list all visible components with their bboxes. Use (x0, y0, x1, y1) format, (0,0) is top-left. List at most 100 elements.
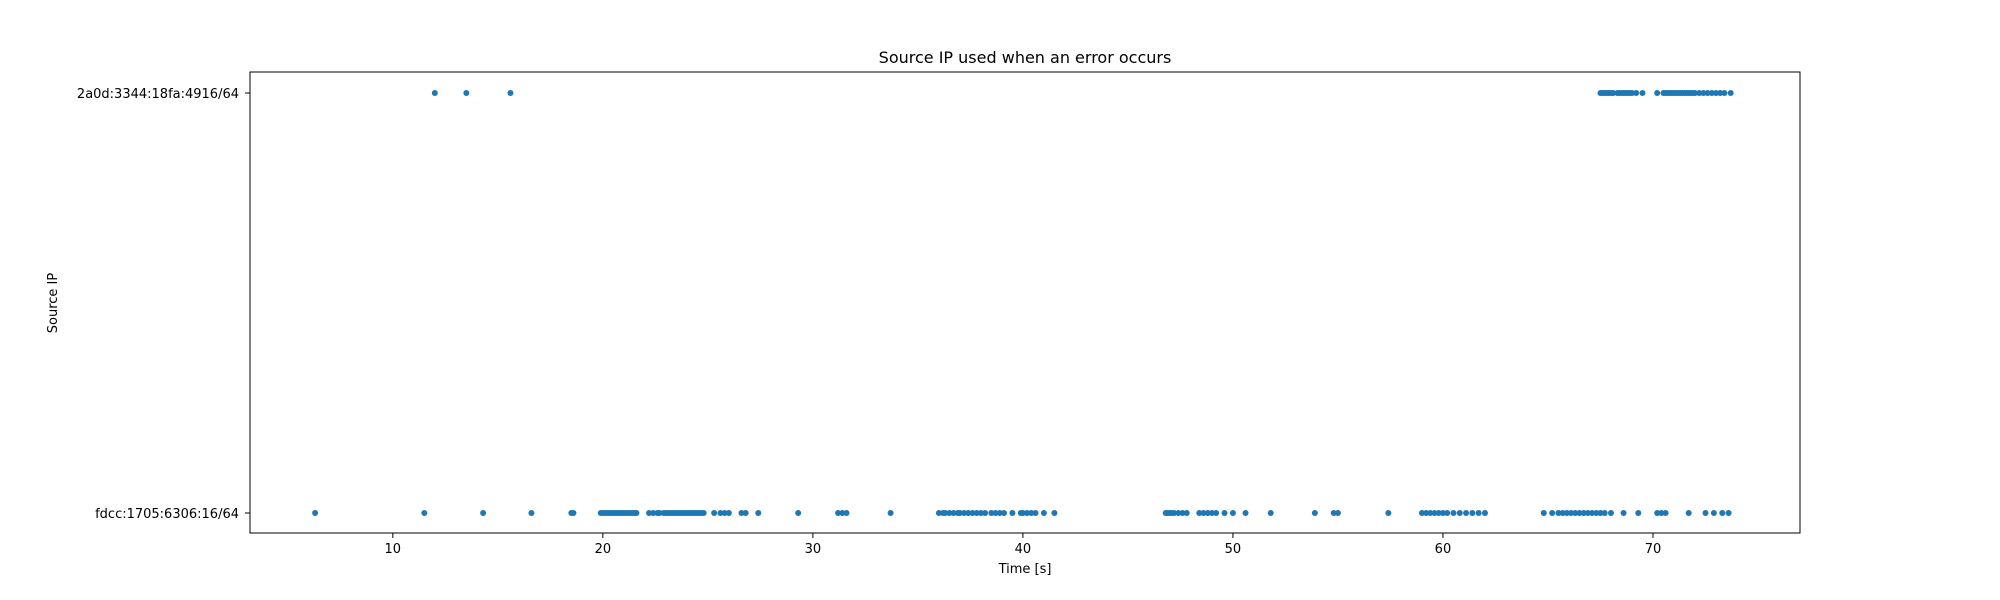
data-point (711, 510, 718, 516)
data-point (507, 90, 514, 96)
data-point (1597, 510, 1604, 516)
data-point (839, 510, 846, 516)
x-tick-label: 40 (1015, 542, 1032, 557)
data-point (1024, 510, 1031, 516)
data-point (1691, 90, 1698, 96)
data-point (656, 510, 663, 516)
data-point (431, 90, 438, 96)
data-point (1708, 90, 1715, 96)
data-point (961, 510, 968, 516)
data-point (1589, 510, 1596, 516)
data-point (1469, 510, 1476, 516)
data-point (1580, 510, 1587, 516)
data-point (1540, 510, 1547, 516)
data-point (312, 510, 319, 516)
data-point (1028, 510, 1035, 516)
data-point (1727, 90, 1734, 96)
x-tick-label: 70 (1645, 542, 1662, 557)
data-point (421, 510, 428, 516)
data-point (1721, 90, 1728, 96)
data-point (977, 510, 984, 516)
y-axis-ticks: fdcc:1705:6306:16/64 2a0d:3344:18fa:4916/… (77, 87, 250, 522)
data-point (633, 510, 640, 516)
data-point (1576, 510, 1583, 516)
data-point (1183, 510, 1190, 516)
data-point (1444, 510, 1451, 516)
data-point (1334, 510, 1341, 516)
data-point (950, 510, 957, 516)
data-point (1242, 510, 1249, 516)
data-point (946, 510, 953, 516)
y-tick-label: 2a0d:3344:18fa:4916/64 (77, 87, 239, 102)
data-point (1607, 510, 1614, 516)
data-point (835, 510, 842, 516)
x-tick-label: 50 (1225, 542, 1242, 557)
data-point (1229, 510, 1236, 516)
data-point (992, 510, 999, 516)
data-point (1654, 510, 1661, 516)
x-axis-label: Time [s] (998, 562, 1052, 577)
data-point (1009, 510, 1016, 516)
data-point (650, 510, 657, 516)
data-point (1196, 510, 1203, 516)
data-point (1481, 510, 1488, 516)
data-point (463, 90, 470, 96)
data-point (755, 510, 762, 516)
data-point (1654, 90, 1661, 96)
data-point (480, 510, 487, 516)
data-point (1267, 510, 1274, 516)
data-point (1639, 90, 1646, 96)
data-point (1330, 510, 1337, 516)
x-axis-ticks: 10 20 30 40 50 60 70 (385, 533, 1662, 557)
data-point (1435, 510, 1442, 516)
x-tick-label: 10 (385, 542, 402, 557)
data-point (942, 510, 949, 516)
y-tick-label: fdcc:1705:6306:16/64 (95, 507, 239, 522)
data-point (1700, 90, 1707, 96)
data-point (795, 510, 802, 516)
x-tick-label: 20 (595, 542, 612, 557)
data-point (1431, 510, 1438, 516)
y-axis-label: Source IP (46, 273, 61, 334)
data-point (988, 510, 995, 516)
data-point (1549, 510, 1556, 516)
x-tick-label: 30 (805, 542, 822, 557)
data-point (1040, 510, 1047, 516)
data-point (996, 510, 1003, 516)
data-point (1311, 510, 1318, 516)
data-point (1702, 510, 1709, 516)
data-point (1685, 510, 1692, 516)
x-tick-label: 60 (1435, 542, 1452, 557)
data-point (1418, 510, 1425, 516)
data-point (1658, 510, 1665, 516)
data-point (1475, 510, 1482, 516)
data-point (721, 510, 728, 516)
data-point (1204, 510, 1211, 516)
data-point (1633, 90, 1640, 96)
data-point (1213, 510, 1220, 516)
data-point (1221, 510, 1228, 516)
points-layer (312, 90, 1734, 516)
data-point (1559, 510, 1566, 516)
data-point (1439, 510, 1446, 516)
data-point (1719, 510, 1726, 516)
data-point (1051, 510, 1058, 516)
chart-title: Source IP used when an error occurs (879, 48, 1172, 67)
data-point (973, 510, 980, 516)
data-point (1601, 510, 1608, 516)
data-point (725, 510, 732, 516)
data-point (1725, 510, 1732, 516)
data-point (1710, 510, 1717, 516)
data-point (956, 510, 963, 516)
data-point (969, 510, 976, 516)
data-point (1568, 510, 1575, 516)
data-point (700, 510, 707, 516)
data-point (843, 510, 850, 516)
data-point (1610, 90, 1617, 96)
data-point (742, 510, 749, 516)
data-point (1208, 510, 1215, 516)
data-point (1385, 510, 1392, 516)
data-point (717, 510, 724, 516)
data-point (1628, 90, 1635, 96)
